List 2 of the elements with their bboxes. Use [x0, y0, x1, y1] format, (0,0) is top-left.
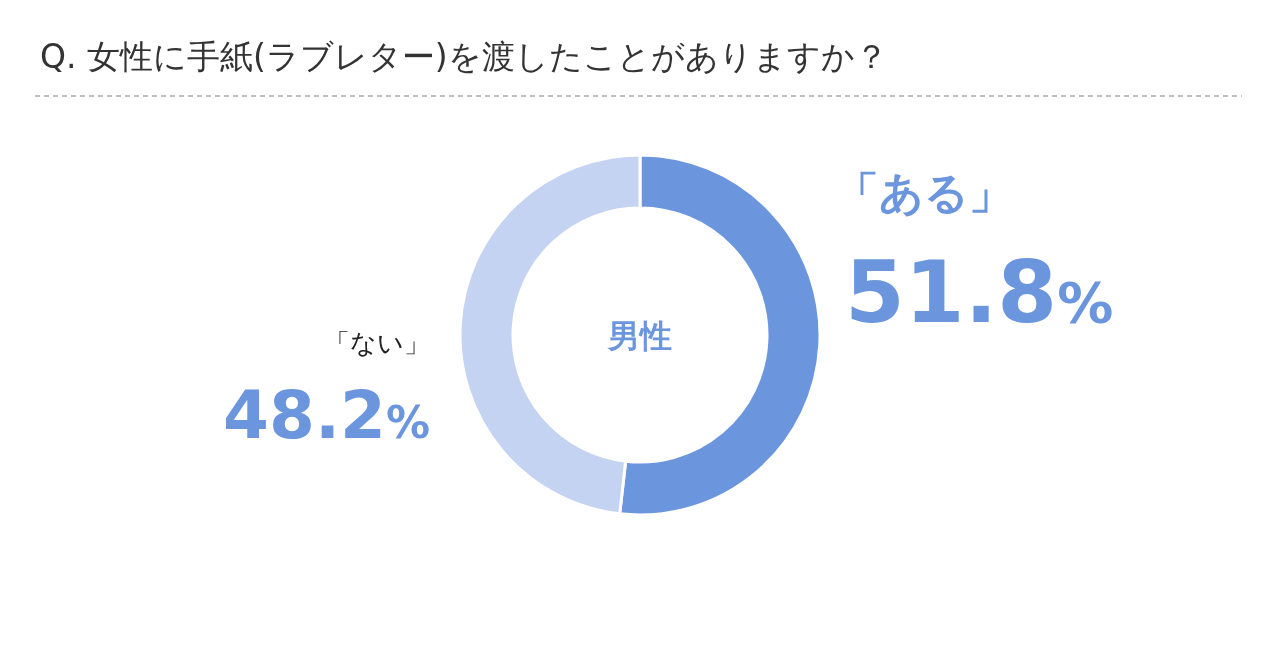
- title: Q. 女性に手紙(ラブレター)を渡したことがありますか？: [40, 37, 888, 76]
- annotation: 男性: [608, 317, 672, 355]
